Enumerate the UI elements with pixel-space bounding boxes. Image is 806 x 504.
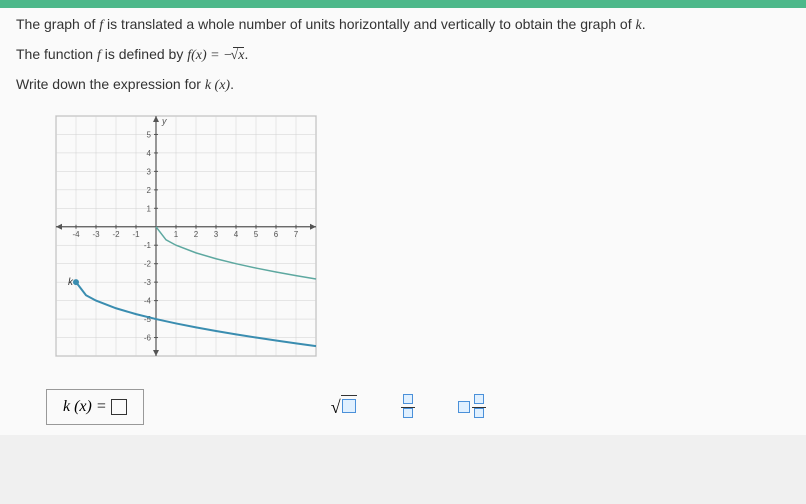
- mixed-number-tool-button[interactable]: [452, 387, 492, 427]
- text: .: [230, 76, 234, 92]
- sqrt-sym: √: [331, 397, 341, 418]
- svg-text:-3: -3: [144, 278, 152, 287]
- svg-text:-2: -2: [144, 260, 152, 269]
- answer-box[interactable]: k (x) =: [46, 389, 144, 425]
- svg-text:-4: -4: [144, 297, 152, 306]
- svg-text:-3: -3: [92, 230, 100, 239]
- graph: -4-3-2-11234567-6-5-4-3-2-112345yk: [46, 106, 790, 371]
- prompt-line-2: The function f is defined by f(x) = −√x.: [16, 46, 790, 64]
- svg-text:3: 3: [214, 230, 219, 239]
- svg-text:2: 2: [147, 186, 152, 195]
- text: The graph of: [16, 16, 99, 32]
- svg-text:5: 5: [147, 130, 152, 139]
- svg-text:1: 1: [174, 230, 179, 239]
- svg-text:-6: -6: [144, 334, 152, 343]
- sqrt-icon: √: [331, 395, 357, 419]
- svg-text:-4: -4: [72, 230, 80, 239]
- text: is defined by: [101, 46, 187, 62]
- svg-text:7: 7: [294, 230, 299, 239]
- tool-row: √: [324, 387, 492, 427]
- answer-row: k (x) = √: [16, 387, 790, 427]
- graph-svg: -4-3-2-11234567-6-5-4-3-2-112345yk: [46, 106, 326, 366]
- fraction-icon: [401, 394, 415, 421]
- text: .: [244, 46, 248, 62]
- text: .: [642, 16, 646, 32]
- svg-text:4: 4: [234, 230, 239, 239]
- svg-text:3: 3: [147, 167, 152, 176]
- fraction-tool-button[interactable]: [388, 387, 428, 427]
- svg-text:y: y: [161, 116, 167, 126]
- prompt-line-3: Write down the expression for k (x).: [16, 76, 790, 94]
- svg-text:2: 2: [194, 230, 199, 239]
- sqrt-tool-button[interactable]: √: [324, 387, 364, 427]
- header-bar: [0, 0, 806, 8]
- radical: √x: [233, 47, 245, 63]
- svg-text:-1: -1: [132, 230, 140, 239]
- svg-text:4: 4: [147, 149, 152, 158]
- mixed-number-icon: [458, 394, 486, 421]
- prompt-line-1: The graph of f is translated a whole num…: [16, 16, 790, 34]
- text: is translated a whole number of units ho…: [103, 16, 635, 32]
- content-area: The graph of f is translated a whole num…: [0, 8, 806, 435]
- eq-lhs: f(x) = −: [187, 48, 232, 63]
- svg-text:-2: -2: [112, 230, 120, 239]
- svg-text:5: 5: [254, 230, 259, 239]
- k-fn: k (x): [205, 78, 230, 93]
- svg-text:1: 1: [147, 204, 152, 213]
- svg-text:-1: -1: [144, 241, 152, 250]
- answer-lhs: k (x) =: [63, 398, 107, 416]
- answer-input[interactable]: [111, 399, 127, 415]
- svg-text:6: 6: [274, 230, 279, 239]
- text: The function: [16, 46, 97, 62]
- text: Write down the expression for: [16, 76, 205, 92]
